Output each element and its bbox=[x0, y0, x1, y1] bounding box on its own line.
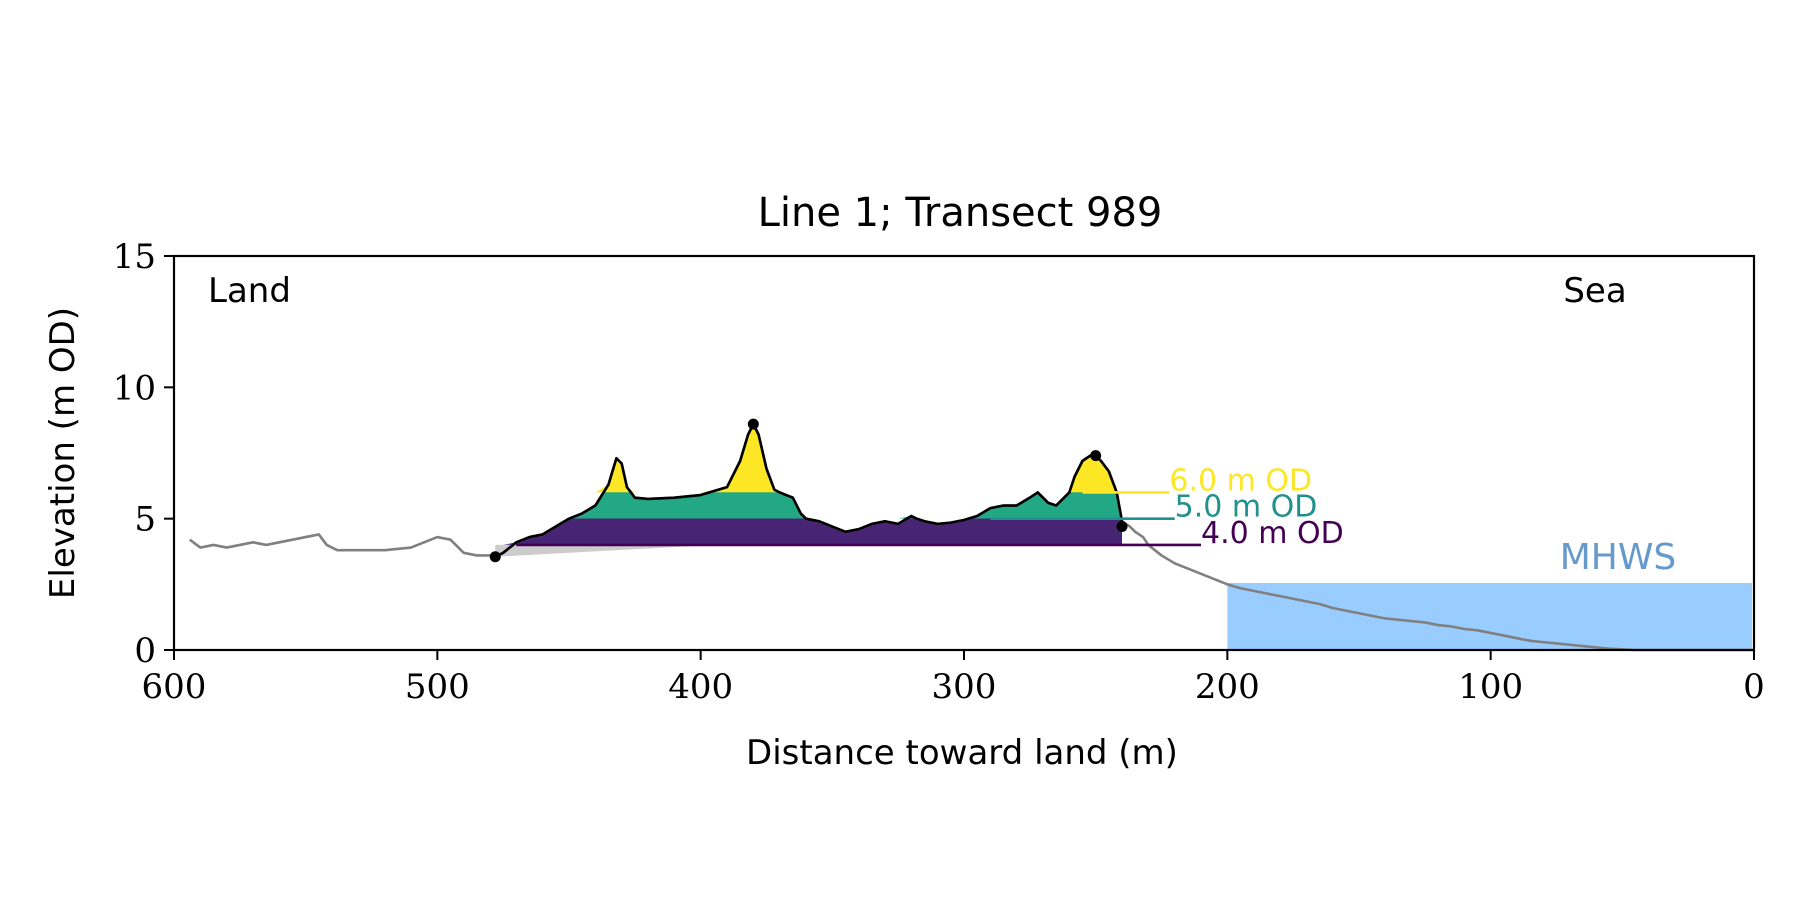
chart-title: Line 1; Transect 989 bbox=[758, 190, 1163, 236]
y-axis-label: Elevation (m OD) bbox=[43, 307, 83, 599]
key-point-2 bbox=[747, 418, 759, 430]
volume-above-6m-fill bbox=[495, 424, 1122, 493]
x-tick-label: 100 bbox=[1458, 667, 1523, 707]
key-point-3 bbox=[1090, 450, 1102, 462]
land-annotation: Land bbox=[208, 271, 291, 311]
key-point-4 bbox=[1116, 521, 1128, 533]
x-tick-label: 0 bbox=[1743, 667, 1765, 707]
x-tick-label: 300 bbox=[932, 667, 997, 707]
mhws-sea-band bbox=[1227, 583, 1752, 650]
plot-area: MHWS 4.0 m OD5.0 m OD6.0 m OD bbox=[189, 418, 1754, 652]
y-axis: 0 5 10 15 bbox=[113, 237, 174, 671]
volume-above-4m-fill bbox=[495, 424, 1122, 545]
mhws-label: MHWS bbox=[1560, 537, 1677, 578]
sea-annotation: Sea bbox=[1563, 271, 1626, 311]
key-point-1 bbox=[489, 551, 501, 563]
y-tick-label: 5 bbox=[134, 500, 156, 540]
y-tick-label: 15 bbox=[113, 237, 156, 277]
dune-outline bbox=[494, 422, 1124, 558]
x-tick-label: 200 bbox=[1195, 667, 1260, 707]
x-tick-label: 600 bbox=[142, 667, 207, 707]
x-axis: 600 500 400 300 200 100 0 bbox=[142, 650, 1765, 707]
y-tick-label: 0 bbox=[134, 631, 156, 671]
level-label-6: 6.0 m OD bbox=[1169, 463, 1312, 498]
x-tick-label: 500 bbox=[405, 667, 470, 707]
y-tick-label: 10 bbox=[113, 368, 156, 408]
x-tick-label: 400 bbox=[668, 667, 733, 707]
level-label-5: 5.0 m OD bbox=[1175, 490, 1318, 525]
base-wedge-upper bbox=[495, 544, 714, 557]
volume-above-5m-fill bbox=[569, 424, 1122, 519]
x-axis-label: Distance toward land (m) bbox=[746, 733, 1178, 773]
level-label-4: 4.0 m OD bbox=[1201, 516, 1344, 551]
